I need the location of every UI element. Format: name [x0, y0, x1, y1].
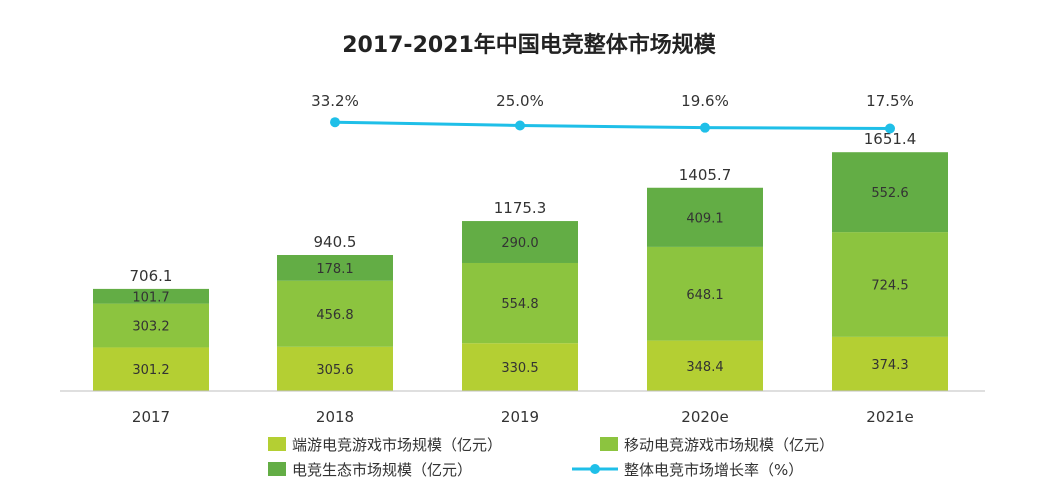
x-tick-labels-group: 2017 2018 2019 2020e 2021e: [132, 408, 914, 426]
segment-label-2018-1: 305.6: [316, 363, 353, 378]
bar-segment-2021e-1: [832, 336, 948, 391]
total-label-2018: 940.5: [314, 233, 357, 251]
bar-segment-2018-3: [277, 255, 393, 281]
bar-segment-2017-2: [93, 303, 209, 348]
bars-group: [93, 152, 948, 391]
total-label-2021e: 1651.4: [864, 130, 917, 148]
legend-swatch-2: [600, 437, 618, 451]
growth-rate-point-2019: [515, 120, 525, 131]
x-tick-2017: 2017: [132, 408, 170, 426]
growth-rate-point-2018: [330, 117, 340, 128]
bar-segment-2021e-3: [832, 152, 948, 233]
segment-label-2019-1: 330.5: [501, 361, 538, 376]
legend-label-2: 移动电竞游戏市场规模（亿元）: [624, 436, 834, 454]
segment-label-2021e-1: 374.3: [871, 358, 908, 373]
growth-rate-point-2021e: [885, 123, 895, 134]
legend-line-marker: [590, 464, 600, 474]
growth-rate-label-2018: 33.2%: [311, 92, 359, 110]
growth-rate-line: [334, 120, 891, 130]
segment-label-2017-1: 301.2: [132, 363, 169, 378]
segment-label-2018-3: 178.1: [316, 262, 353, 277]
legend-label-1: 端游电竞游戏市场规模（亿元）: [292, 436, 502, 454]
x-tick-2021e: 2021e: [866, 408, 913, 426]
bar-segment-2018-2: [277, 280, 393, 347]
legend: 端游电竞游戏市场规模（亿元） 移动电竞游戏市场规模（亿元） 电竞生态市场规模（亿元）…: [268, 436, 834, 479]
bar-segment-2021e-2: [832, 232, 948, 337]
growth-rate-line-group: 33.2% 25.0% 19.6% 17.5%: [311, 92, 914, 134]
x-tick-2020e: 2020e: [681, 408, 728, 426]
segment-label-2021e-3: 552.6: [871, 186, 908, 201]
segment-label-2021e-2: 724.5: [871, 278, 908, 293]
legend-swatch-3: [268, 462, 286, 476]
bar-segment-2019-1: [462, 343, 578, 391]
x-tick-2019: 2019: [501, 408, 539, 426]
segment-labels-group: 301.2 303.2 101.7 305.6 456.8 178.1 330.5 554.8…: [132, 186, 908, 378]
total-label-2017: 706.1: [130, 267, 173, 285]
segment-label-2019-3: 290.0: [501, 236, 538, 251]
segment-label-2020e-3: 409.1: [686, 211, 723, 226]
bar-segment-2020e-2: [647, 246, 763, 341]
growth-rate-point-2020e: [700, 122, 710, 133]
chart-title: 2017-2021年中国电竞整体市场规模: [342, 32, 717, 58]
segment-label-2017-3: 101.7: [132, 290, 169, 305]
segment-label-2019-2: 554.8: [501, 297, 538, 312]
bar-segment-2020e-3: [647, 187, 763, 247]
growth-rate-label-2019: 25.0%: [496, 92, 544, 110]
bar-segment-2019-3: [462, 221, 578, 263]
legend-label-4: 整体电竞市场增长率（%）: [624, 461, 803, 479]
bar-segment-2018-1: [277, 346, 393, 391]
growth-rate-label-2021e: 17.5%: [866, 92, 914, 110]
total-labels-group: 706.1 940.5 1175.3 1405.7 1651.4: [130, 130, 917, 285]
bar-segment-2020e-1: [647, 340, 763, 391]
bar-segment-2019-2: [462, 262, 578, 344]
legend-swatch-1: [268, 437, 286, 451]
segment-label-2020e-1: 348.4: [686, 360, 723, 375]
total-label-2020e: 1405.7: [679, 166, 732, 184]
legend-label-3: 电竞生态市场规模（亿元）: [292, 461, 472, 479]
segment-label-2017-2: 303.2: [132, 320, 169, 335]
x-tick-2018: 2018: [316, 408, 354, 426]
segment-label-2018-2: 456.8: [316, 308, 353, 323]
total-label-2019: 1175.3: [494, 199, 547, 217]
bar-segment-2017-1: [93, 347, 209, 391]
segment-label-2020e-2: 648.1: [686, 288, 723, 303]
bar-segment-2017-3: [93, 288, 209, 304]
growth-rate-label-2020e: 19.6%: [681, 92, 729, 110]
